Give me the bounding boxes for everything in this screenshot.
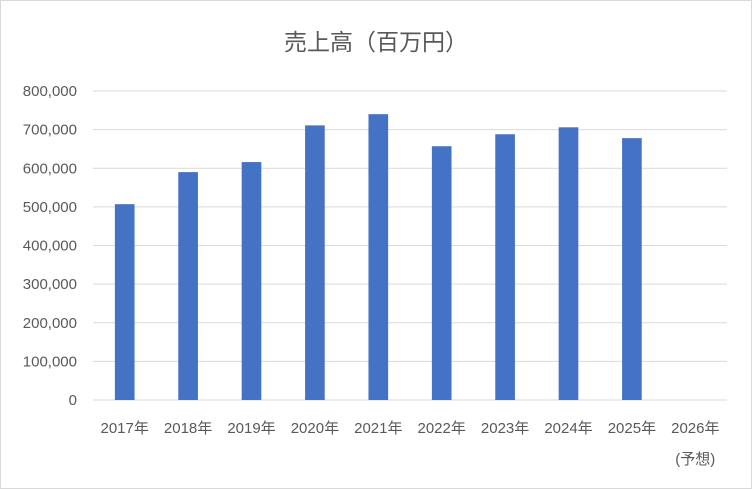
chart-title: 売上高（百万円）	[284, 30, 468, 56]
x-axis-ticks: 2017年 2018年 2019年 2020年 2021年 2022年 2023年 2024年…	[101, 420, 720, 468]
x-tick-label: 2018年	[164, 420, 212, 437]
x-tick-label: 2019年	[227, 420, 275, 437]
bar	[622, 138, 642, 400]
bar	[178, 172, 198, 400]
y-tick-label: 300,000	[23, 276, 77, 293]
x-tick-label: 2020年	[291, 420, 339, 437]
x-tick-label: 2022年	[418, 420, 466, 437]
y-tick-label: 500,000	[23, 199, 77, 216]
y-axis-ticks: 0 100,000 200,000 300,000 400,000 500,000 600,…	[23, 83, 77, 409]
bar	[368, 114, 389, 401]
y-tick-label: 400,000	[23, 238, 77, 255]
x-tick-label: 2023年	[481, 420, 529, 437]
gridlines	[93, 90, 727, 401]
y-tick-label: 600,000	[23, 160, 77, 177]
y-tick-label: 200,000	[23, 315, 77, 332]
x-tick-sublabel: (予想)	[675, 451, 715, 468]
y-tick-label: 800,000	[23, 83, 77, 100]
x-tick-label: 2026年	[671, 420, 719, 437]
bar	[431, 146, 452, 400]
y-tick-label: 100,000	[23, 353, 77, 370]
y-tick-label: 0	[69, 392, 77, 409]
x-tick-label: 2025年	[608, 420, 656, 437]
bar	[241, 162, 262, 400]
bar	[495, 134, 515, 400]
bars	[114, 114, 642, 401]
x-tick-label: 2017年	[101, 420, 149, 437]
x-tick-label: 2021年	[354, 420, 402, 437]
bar	[558, 127, 579, 401]
bar	[305, 125, 325, 400]
x-tick-label: 2024年	[544, 420, 592, 437]
y-tick-label: 700,000	[23, 122, 77, 139]
bar	[114, 204, 135, 400]
